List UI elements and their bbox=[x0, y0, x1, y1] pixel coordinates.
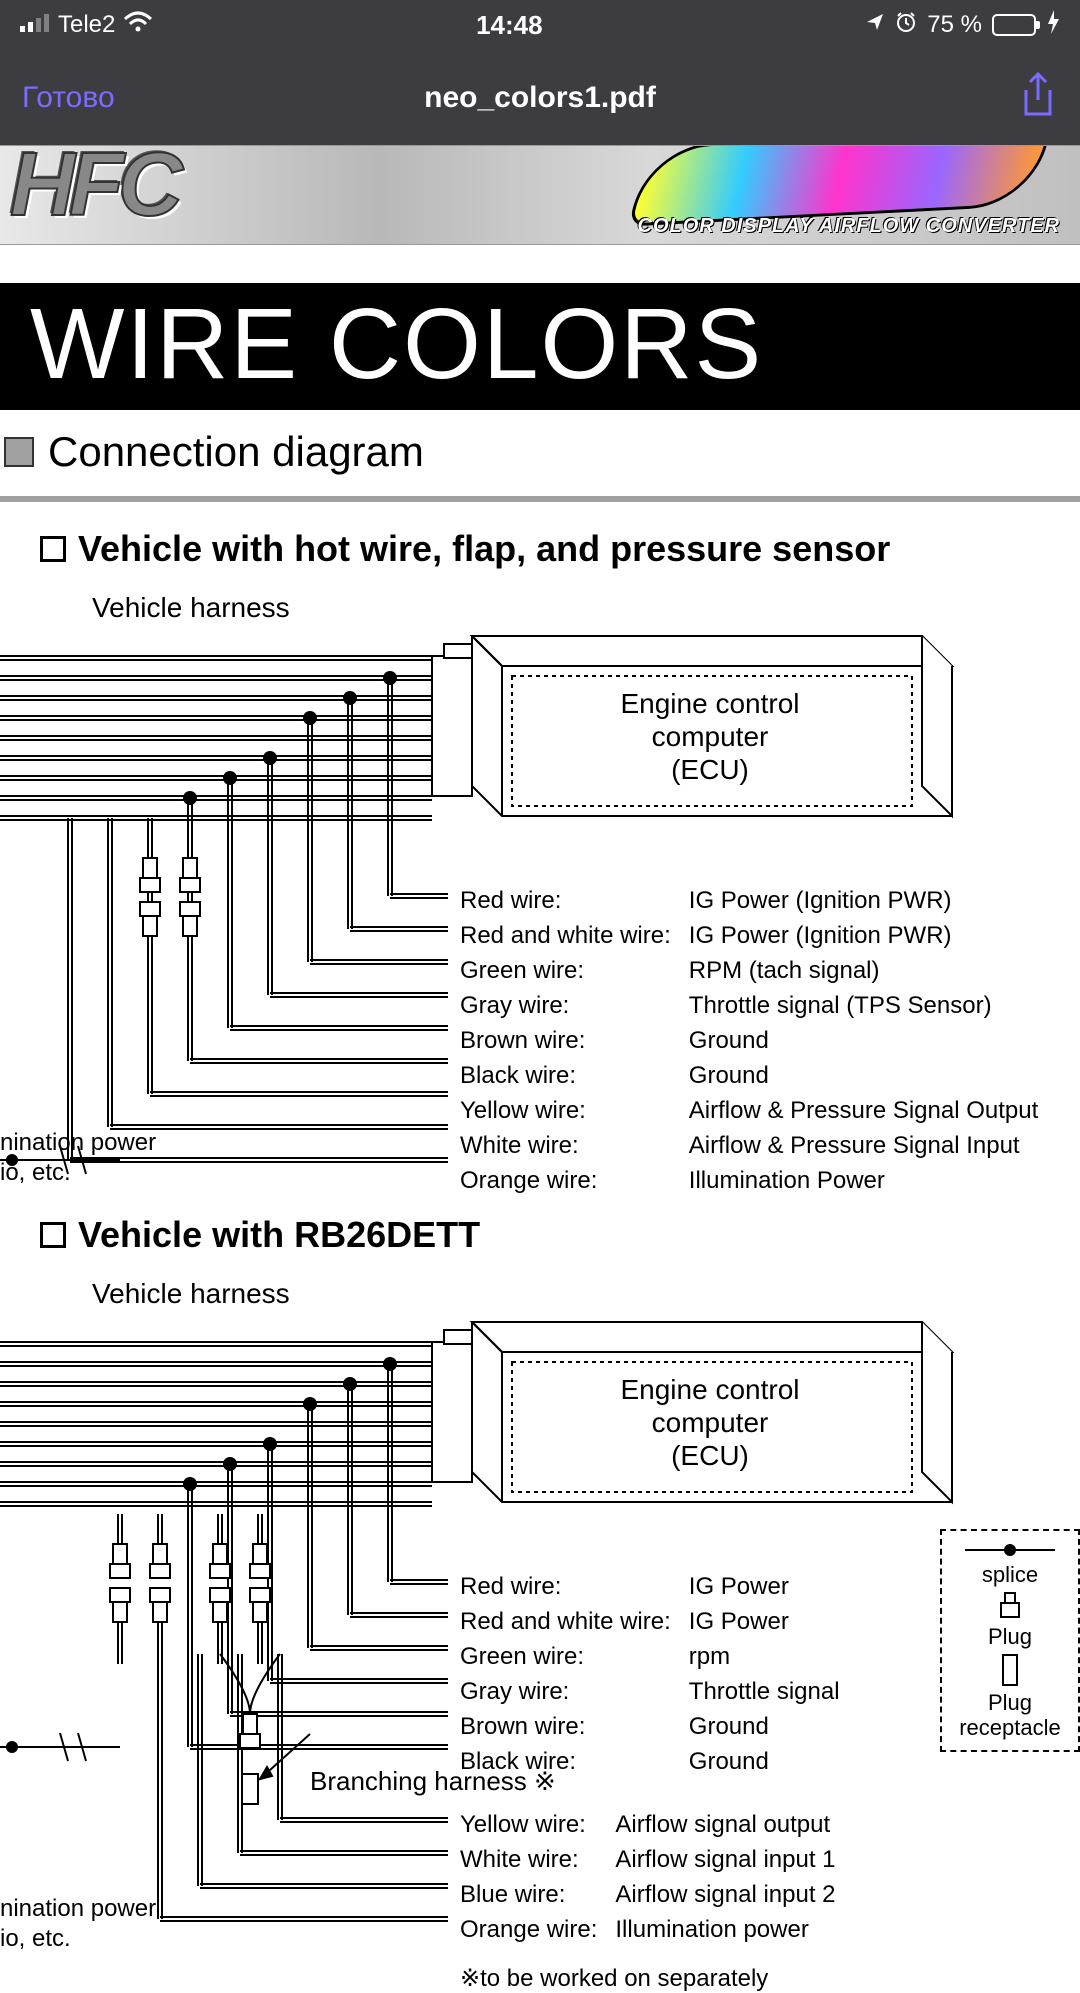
diagram2-title-row: Vehicle with RB26DETT bbox=[0, 1188, 1080, 1264]
legend-receptacle: Plug receptacle bbox=[950, 1691, 1070, 1739]
checkbox-icon bbox=[40, 1222, 66, 1248]
wire-row: Black wire:Ground bbox=[460, 1059, 1038, 1092]
wire-row: Gray wire:Throttle signal (TPS Sensor) bbox=[460, 989, 1038, 1022]
brand-logo: HFC bbox=[10, 145, 177, 237]
diagram2-note: ※to be worked on separately bbox=[0, 1964, 1080, 1993]
wire-row: Green wire:rpm bbox=[460, 1640, 840, 1673]
signal-icon bbox=[20, 11, 50, 39]
clock: 14:48 bbox=[476, 10, 543, 41]
splice-icon bbox=[965, 1541, 1055, 1559]
svg-text:Engine control: Engine control bbox=[620, 1374, 799, 1405]
section-title: Connection diagram bbox=[0, 410, 1080, 488]
diagram1-side-label: nination power io, etc. bbox=[0, 1128, 156, 1188]
carrier-label: Tele2 bbox=[58, 11, 115, 39]
diagram2-wrap: Engine control computer (ECU) Red wire:I… bbox=[0, 1314, 1080, 1964]
diagram2-harness-label: Vehicle harness bbox=[0, 1264, 1080, 1314]
wire-row: Orange wire:Illumination Power bbox=[460, 1164, 1038, 1197]
wire-row: Orange wire:Illumination power bbox=[460, 1913, 836, 1946]
brand-banner: HFC COLOR DISPLAY AIRFLOW CONVERTER bbox=[0, 145, 1080, 245]
diagram2-wire-table-upper: Red wire:IG PowerRed and white wire:IG P… bbox=[458, 1568, 842, 1780]
brand-subtitle: COLOR DISPLAY AIRFLOW CONVERTER bbox=[638, 215, 1061, 238]
diagram1-wire-table: Red wire:IG Power (Ignition PWR)Red and … bbox=[458, 882, 1040, 1199]
diagram2-wire-table-lower: Yellow wire:Airflow signal outputWhite w… bbox=[458, 1806, 838, 1948]
status-bar: Tele2 14:48 75 % bbox=[0, 0, 1080, 50]
diagram1-title: Vehicle with hot wire, flap, and pressur… bbox=[78, 528, 890, 570]
wire-row: Yellow wire:Airflow signal output bbox=[460, 1808, 836, 1841]
nav-bar: Готово neo_colors1.pdf bbox=[0, 50, 1080, 145]
legend-plug: Plug bbox=[988, 1625, 1032, 1649]
checkbox-icon bbox=[40, 536, 66, 562]
legend-box: splice Plug Plug receptacle bbox=[940, 1529, 1080, 1752]
wire-row: Brown wire:Ground bbox=[460, 1024, 1038, 1057]
alarm-icon bbox=[895, 11, 917, 40]
diagram2-title: Vehicle with RB26DETT bbox=[78, 1214, 480, 1256]
wire-row: Yellow wire:Airflow & Pressure Signal Ou… bbox=[460, 1094, 1038, 1127]
diagram1-harness-label: Vehicle harness bbox=[0, 578, 1080, 628]
svg-text:(ECU): (ECU) bbox=[671, 754, 749, 785]
page-heading: WIRE COLORS bbox=[0, 283, 1080, 410]
diagram1-title-row: Vehicle with hot wire, flap, and pressur… bbox=[0, 502, 1080, 578]
location-icon bbox=[865, 11, 885, 39]
plug-icon bbox=[999, 1591, 1021, 1621]
wire-row: Brown wire:Ground bbox=[460, 1710, 840, 1743]
share-button[interactable] bbox=[1018, 72, 1058, 123]
legend-splice: splice bbox=[982, 1563, 1038, 1587]
diagram1-wrap: Engine control computer (ECU) Red wire:I… bbox=[0, 628, 1080, 1188]
wire-row: Gray wire:Throttle signal bbox=[460, 1675, 840, 1708]
done-button[interactable]: Готово bbox=[22, 81, 115, 115]
wire-row: Red and white wire:IG Power bbox=[460, 1605, 840, 1638]
svg-text:(ECU): (ECU) bbox=[671, 1440, 749, 1471]
wire-row: White wire:Airflow signal input 1 bbox=[460, 1843, 836, 1876]
svg-text:computer: computer bbox=[652, 1407, 769, 1438]
charging-icon bbox=[1046, 10, 1060, 41]
wire-row: Red wire:IG Power (Ignition PWR) bbox=[460, 884, 1038, 917]
wifi-icon bbox=[123, 11, 153, 40]
wire-row: Blue wire:Airflow signal input 2 bbox=[460, 1878, 836, 1911]
diagram2-side-label: nination power io, etc. bbox=[0, 1894, 156, 1954]
wire-row: Green wire:RPM (tach signal) bbox=[460, 954, 1038, 987]
wire-row: Red and white wire:IG Power (Ignition PW… bbox=[460, 919, 1038, 952]
svg-text:Engine control: Engine control bbox=[620, 688, 799, 719]
svg-text:computer: computer bbox=[652, 721, 769, 752]
document-title: neo_colors1.pdf bbox=[424, 81, 656, 115]
section-bullet-icon bbox=[4, 437, 34, 467]
plug-receptacle-icon bbox=[1001, 1653, 1019, 1687]
branching-harness-label: Branching harness ※ bbox=[310, 1766, 556, 1797]
battery-icon bbox=[992, 14, 1036, 36]
wire-row: White wire:Airflow & Pressure Signal Inp… bbox=[460, 1129, 1038, 1162]
wire-row: Red wire:IG Power bbox=[460, 1570, 840, 1603]
pdf-viewport[interactable]: HFC COLOR DISPLAY AIRFLOW CONVERTER WIRE… bbox=[0, 145, 1080, 1993]
battery-pct: 75 % bbox=[927, 11, 982, 39]
section-title-text: Connection diagram bbox=[48, 428, 424, 476]
